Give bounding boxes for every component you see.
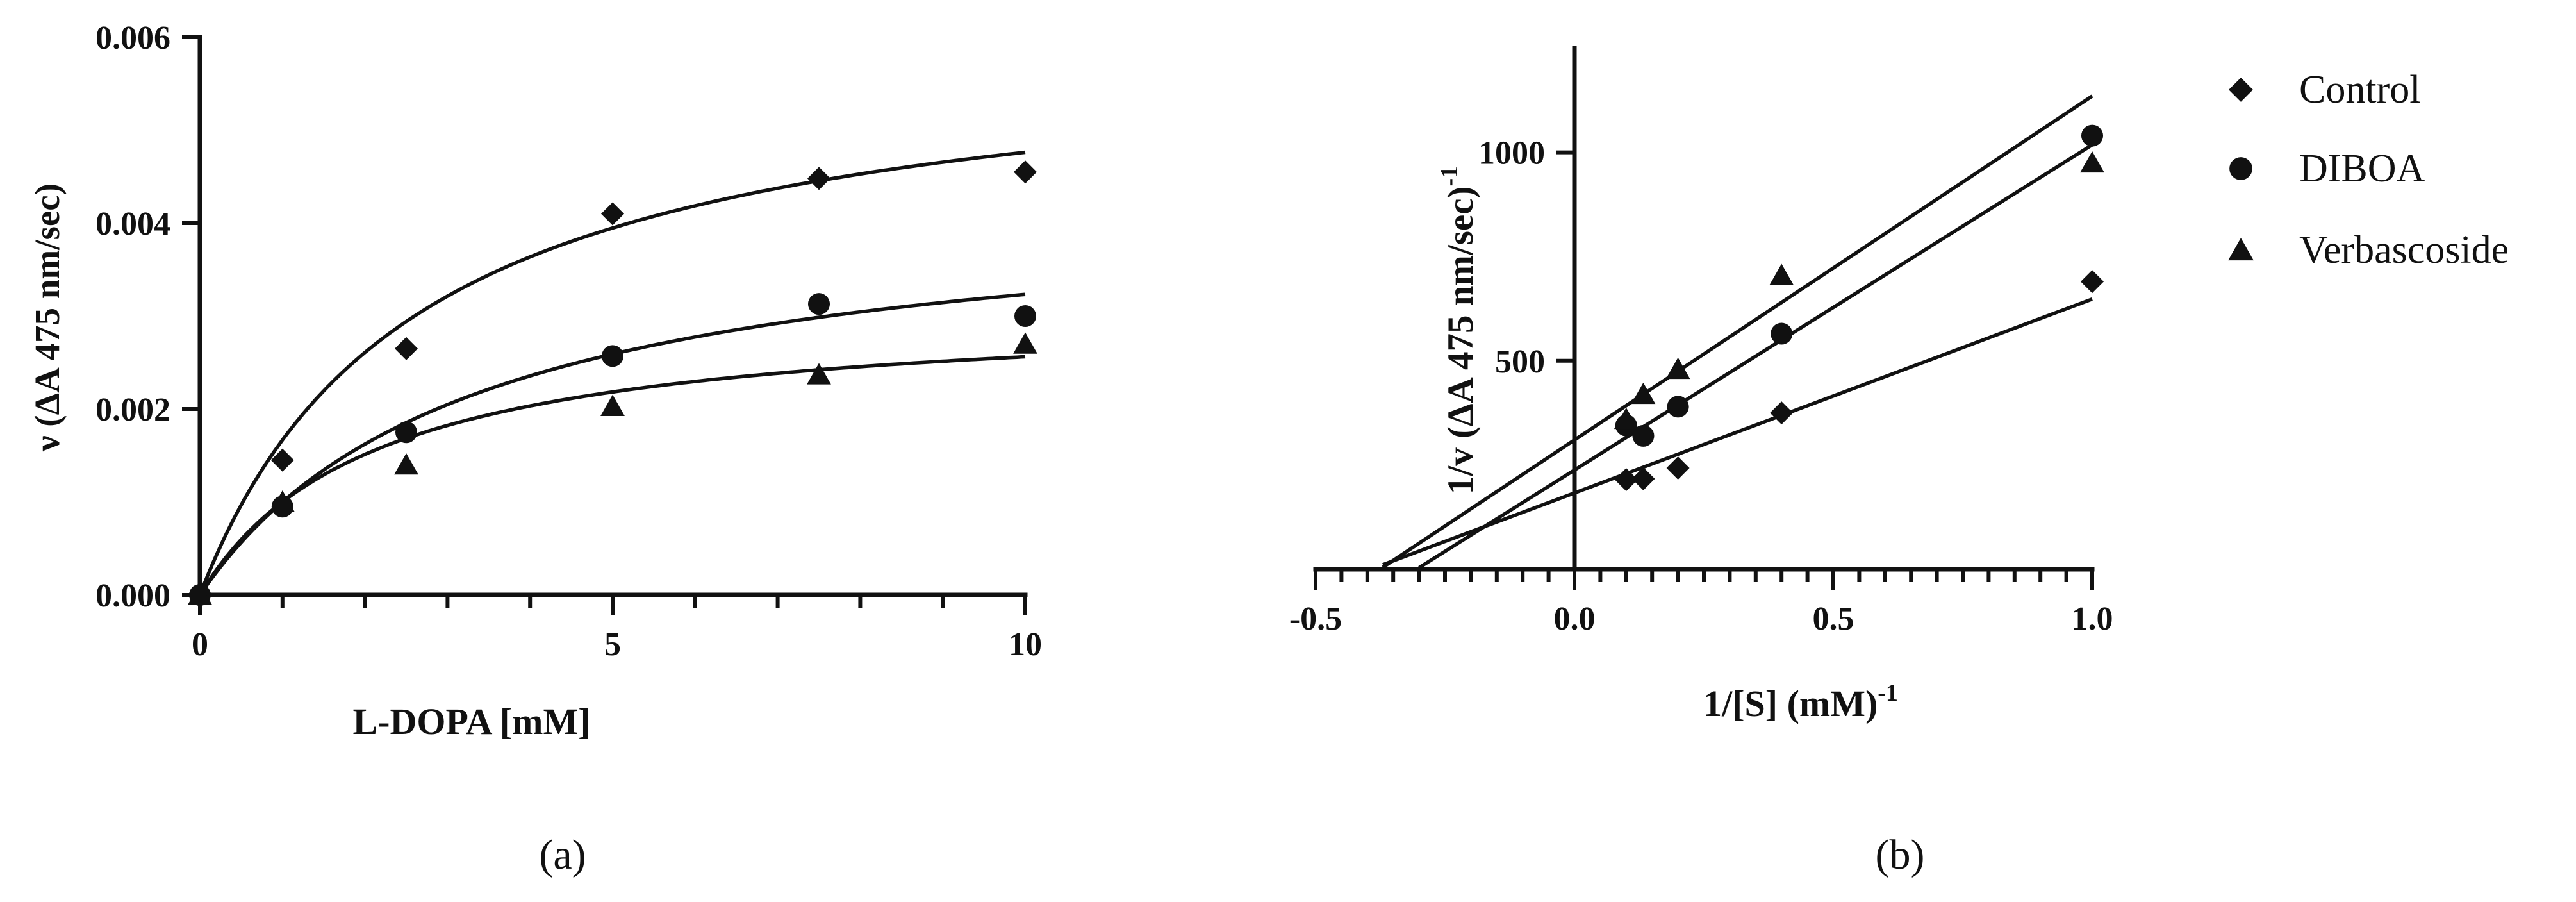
- legend-label-diboa: DIBOA: [2299, 147, 2425, 190]
- panel-b-x-tick-label: 1.0: [2072, 601, 2113, 637]
- panel-b-x-tick-label: -0.5: [1289, 601, 1342, 637]
- panel-a-fit-curve-control: [198, 150, 1026, 596]
- panel-b-x-axis-title: 1/[S] (mM)-1: [1703, 680, 1898, 724]
- legend-markers: [2228, 78, 2254, 261]
- legend-marker-diboa: [2229, 157, 2252, 180]
- panel-b-y-tick-label: 1000: [1478, 135, 1545, 172]
- panel-a-y-tick-label: 0.002: [95, 392, 170, 428]
- panel-b-fit-line-control: [1382, 297, 2093, 567]
- chart-panel-a: 0 5 10 0.000 0.002 0.004 0.006 L-DOPA [mM] ν (…: [28, 20, 1042, 878]
- panel-a-point-verbascoside: [1013, 332, 1037, 354]
- panel-b-y-axis-title-main: 1/v (ΔA 475 nm/sec): [1441, 187, 1481, 495]
- panel-a-point-control: [270, 448, 294, 472]
- panel-a-fit-curve-diboa: [198, 292, 1026, 596]
- panel-b-fit-lines: [1382, 94, 2093, 569]
- panel-a-label: (a): [539, 831, 586, 878]
- panel-a-data-points: [188, 160, 1037, 606]
- panel-b-tick-labels: -0.5 0.0 0.5 1.0 500 1000: [1289, 135, 2113, 637]
- panel-a-axes: [182, 35, 1028, 615]
- panel-b-point-diboa: [1771, 322, 1793, 345]
- panel-a-x-tick-label: 10: [1009, 626, 1042, 663]
- panel-b-point-verbascoside: [1631, 382, 1656, 405]
- panel-a-point-diboa: [395, 421, 417, 444]
- panel-a-point-verbascoside: [394, 453, 418, 475]
- panel-b-x-axis-title-sup: -1: [1878, 680, 1898, 706]
- legend-label-control: Control: [2299, 68, 2420, 112]
- panel-a-fit-curve-verbascoside: [198, 355, 1026, 596]
- panel-a-x-tick-label: 5: [604, 626, 621, 663]
- panel-a-point-diboa: [602, 345, 623, 367]
- panel-a-x-tick-label: 0: [192, 626, 208, 663]
- panel-b-fit-line-diboa: [1418, 143, 2093, 569]
- panel-b-point-control: [1770, 401, 1794, 425]
- panel-a-y-tick-label: 0.000: [95, 578, 170, 614]
- panel-b-y-axis-title: 1/v (ΔA 475 nm/sec)-1: [1436, 166, 1481, 494]
- panel-b-point-control: [1631, 467, 1655, 490]
- panel-b-axes: [1313, 46, 2095, 590]
- legend: Control DIBOA Verbascoside: [2228, 68, 2509, 272]
- panel-b-y-axis-title-sup: -1: [1436, 166, 1463, 187]
- panel-b-point-verbascoside: [1769, 263, 1794, 285]
- legend-label-verbascoside: Verbascoside: [2299, 228, 2509, 272]
- panel-a-point-verbascoside: [270, 490, 295, 512]
- panel-b-point-control: [1614, 468, 1638, 492]
- panel-b-point-diboa: [1667, 396, 1689, 418]
- panel-a-point-control: [1014, 160, 1037, 184]
- panel-b-fit-line-verbascoside: [1382, 94, 2093, 569]
- panel-a-point-verbascoside: [807, 363, 831, 385]
- panel-a-y-tick-label: 0.004: [95, 206, 170, 242]
- panel-a-point-control: [601, 202, 624, 226]
- panel-b-point-control: [2081, 270, 2104, 294]
- panel-a-y-tick-label: 0.006: [95, 20, 170, 56]
- panel-a-point-verbascoside: [188, 583, 212, 605]
- panel-a-y-axis-title: ν (ΔA 475 nm/sec): [28, 183, 67, 452]
- panel-b-point-verbascoside: [1665, 357, 1690, 380]
- panel-a-tick-labels: 0 5 10 0.000 0.002 0.004 0.006: [95, 20, 1042, 663]
- panel-b-point-control: [1666, 456, 1690, 480]
- panel-b-point-diboa: [2081, 124, 2103, 147]
- panel-a-point-control: [395, 337, 418, 360]
- panel-b-x-axis-title-main: 1/[S] (mM): [1703, 683, 1878, 724]
- panel-b-point-verbascoside: [1614, 407, 1639, 430]
- panel-b-point-verbascoside: [2080, 151, 2104, 173]
- panel-a-point-diboa: [808, 293, 830, 315]
- panel-a-point-control: [807, 167, 830, 190]
- panel-b-x-tick-label: 0.5: [1813, 601, 1854, 637]
- legend-marker-control: [2229, 78, 2253, 102]
- panel-b-y-tick-label: 500: [1495, 344, 1545, 380]
- legend-marker-verbascoside: [2228, 238, 2254, 261]
- panel-b-data-points: [1614, 124, 2104, 492]
- panel-b-x-tick-label: 0.0: [1554, 601, 1596, 637]
- panel-a-point-verbascoside: [600, 394, 625, 416]
- panel-b-point-diboa: [1632, 424, 1655, 447]
- panel-a-point-diboa: [1014, 305, 1036, 327]
- panel-a-x-axis-title: L-DOPA [mM]: [353, 701, 591, 742]
- panel-b-label: (b): [1876, 831, 1925, 878]
